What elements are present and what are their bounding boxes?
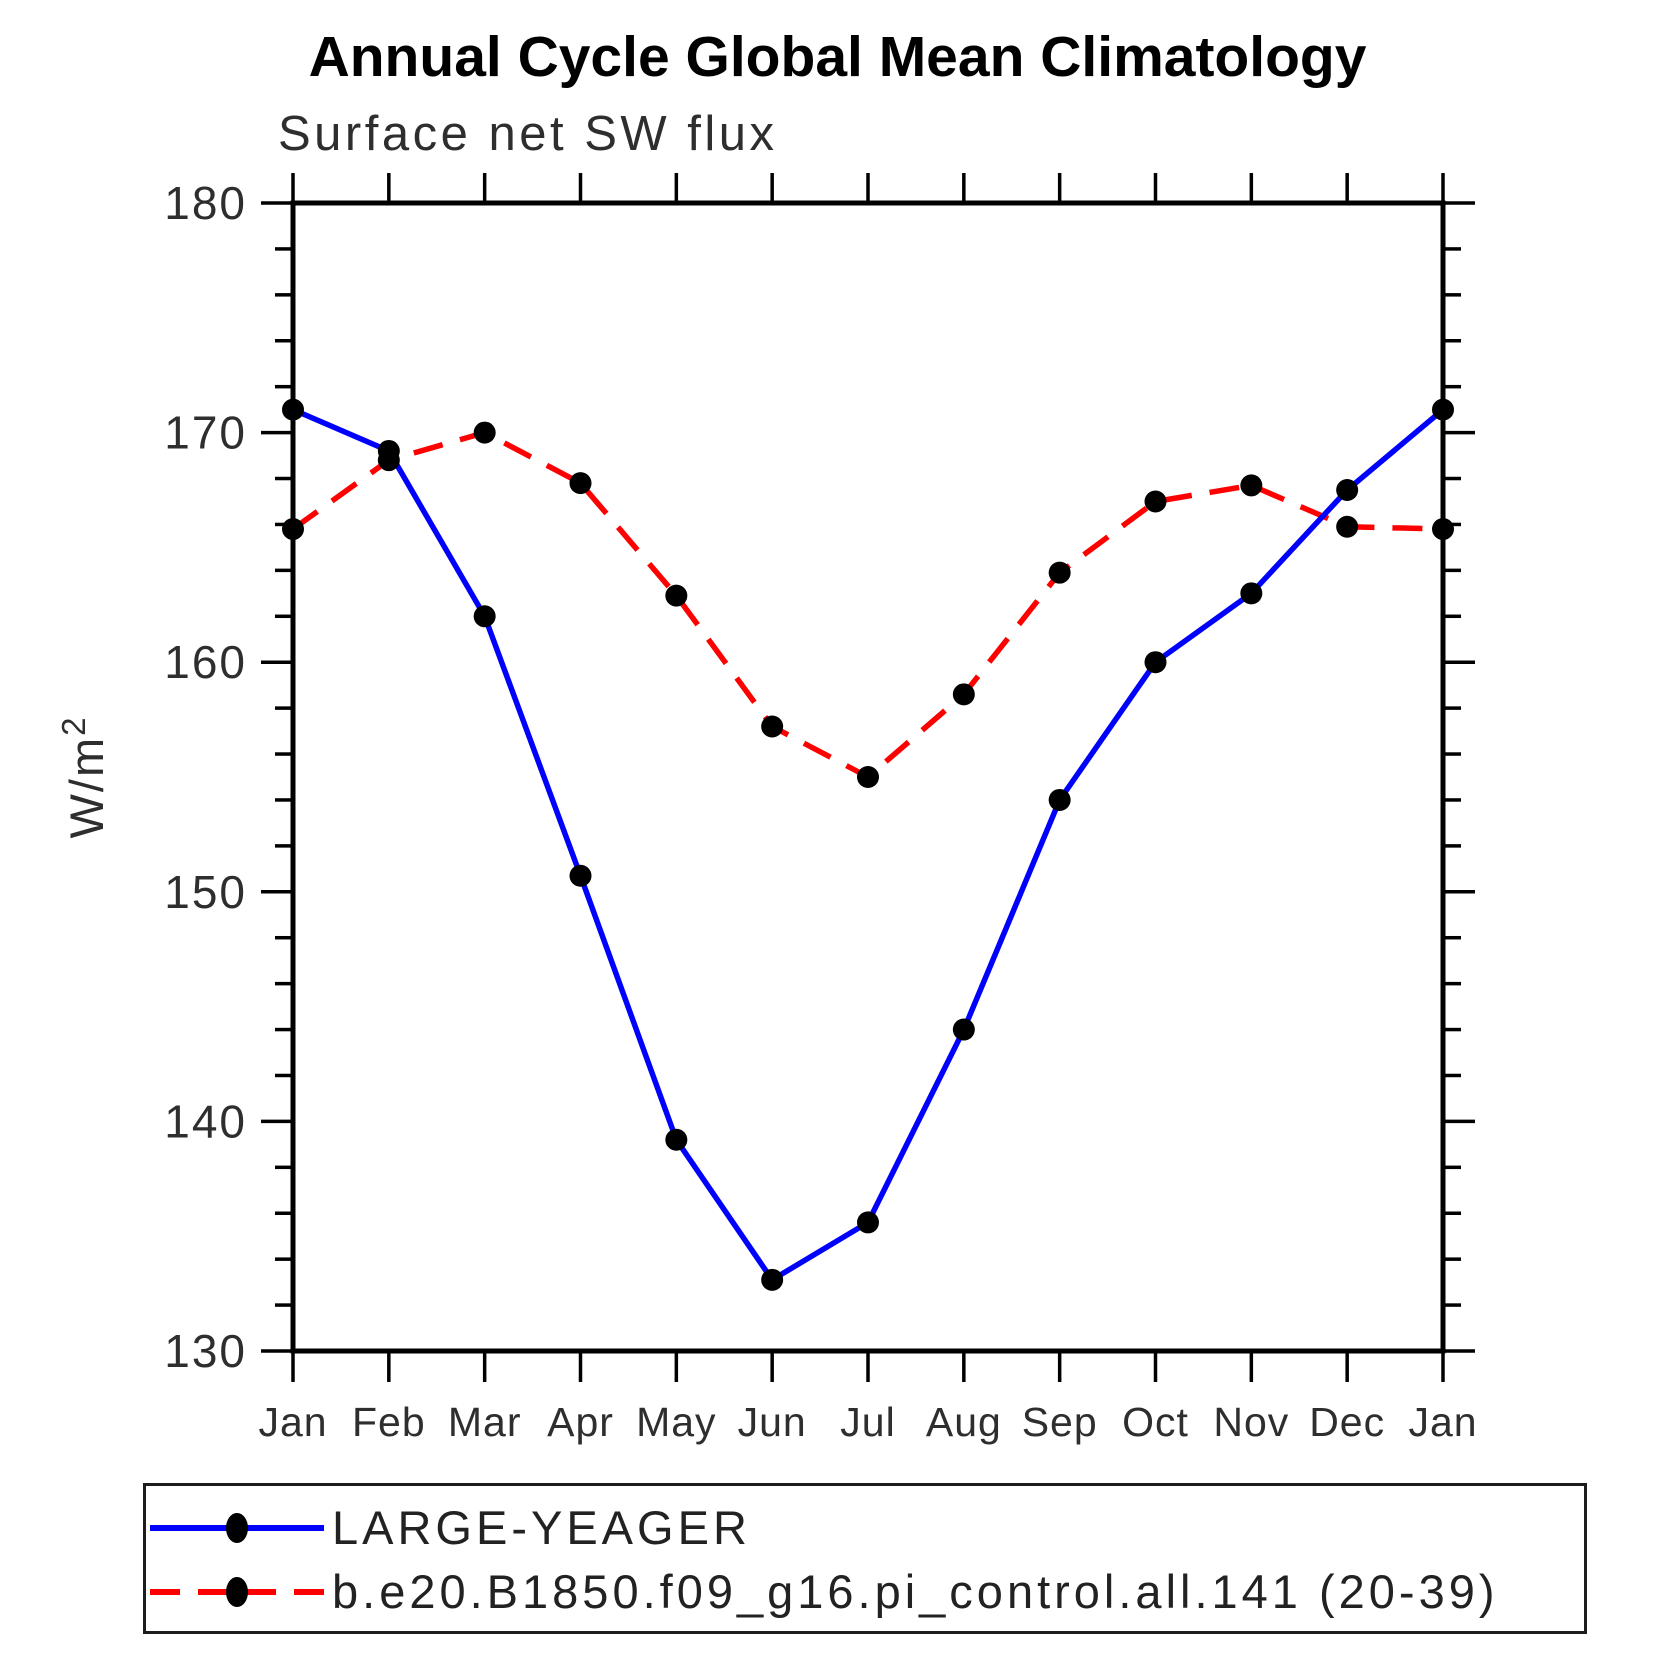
legend: LARGE-YEAGER b.e20.B1850.f09_g16.pi_cont…: [143, 1483, 1587, 1634]
x-tick-label: Feb: [352, 1399, 426, 1445]
y-axis-title: W/m2: [55, 716, 113, 839]
data-point-marker: [1432, 518, 1454, 541]
y-tick-label: 150: [164, 866, 247, 918]
x-tick-label: Jan: [1408, 1399, 1477, 1445]
legend-label-pi-control: b.e20.B1850.f09_g16.pi_control.all.141 (…: [332, 1565, 1499, 1618]
chart-title: Annual Cycle Global Mean Climatology: [308, 25, 1367, 89]
x-tick-label: Jun: [738, 1399, 807, 1445]
legend-item-large-yeager: LARGE-YEAGER: [148, 1501, 1580, 1554]
data-point-marker: [1240, 474, 1263, 497]
x-tick-label: Sep: [1022, 1399, 1098, 1445]
data-point-marker: [857, 1211, 879, 1234]
data-point-marker: [377, 449, 400, 472]
x-tick-label: Aug: [926, 1399, 1002, 1445]
legend-sample-solid-blue-line: [150, 1512, 324, 1543]
x-tick-label: Dec: [1309, 1399, 1385, 1445]
y-tick-label: 130: [164, 1325, 247, 1377]
legend-label-large-yeager: LARGE-YEAGER: [332, 1501, 751, 1554]
plot-frame: [290, 200, 1446, 1354]
y-tick-label: 170: [164, 407, 247, 459]
data-point-marker: [1240, 582, 1263, 605]
data-point-marker: [569, 864, 592, 887]
data-point-marker: [1048, 561, 1071, 584]
series-line-pi-control: [291, 429, 1444, 781]
legend-item-pi-control: b.e20.B1850.f09_g16.pi_control.all.141 (…: [148, 1565, 1580, 1618]
data-point-marker: [857, 766, 879, 788]
data-point-marker: [569, 472, 592, 495]
data-point-marker: [952, 1018, 975, 1041]
y-tick-label: 140: [164, 1095, 247, 1147]
data-point-marker: [1336, 479, 1359, 501]
data-point-marker: [1144, 651, 1167, 674]
chart-subtitle: Surface net SW flux: [278, 107, 778, 161]
y-tick-label: 180: [164, 177, 247, 229]
x-tick-label: Oct: [1122, 1399, 1189, 1445]
y-tick-label: 160: [164, 636, 247, 688]
x-tick-label: May: [636, 1399, 716, 1445]
data-point-marker: [282, 518, 304, 541]
x-tick-label: Jan: [258, 1399, 327, 1445]
data-point-marker: [473, 421, 496, 444]
data-point-marker: [665, 584, 688, 607]
x-tick-label: Apr: [547, 1399, 614, 1445]
x-tick-label: Jul: [840, 1399, 895, 1445]
data-point-marker: [761, 1268, 784, 1291]
legend-sample-dashed-red-line: [150, 1576, 324, 1607]
legend-blue-marker-dot: [226, 1512, 248, 1543]
x-tick-label: Nov: [1213, 1399, 1289, 1445]
data-point-marker: [952, 683, 975, 706]
data-point-marker: [761, 715, 784, 738]
data-point-marker: [1048, 788, 1071, 811]
data-point-marker: [1432, 398, 1454, 421]
data-point-marker: [473, 605, 496, 628]
data-point-marker: [1336, 515, 1359, 538]
data-point-marker: [1144, 490, 1167, 513]
legend-red-marker-dot: [226, 1576, 248, 1607]
data-point-marker: [665, 1128, 688, 1151]
series-line-large-yeager: [291, 407, 1445, 1284]
data-point-marker: [282, 398, 304, 421]
x-tick-label: Mar: [448, 1399, 522, 1445]
